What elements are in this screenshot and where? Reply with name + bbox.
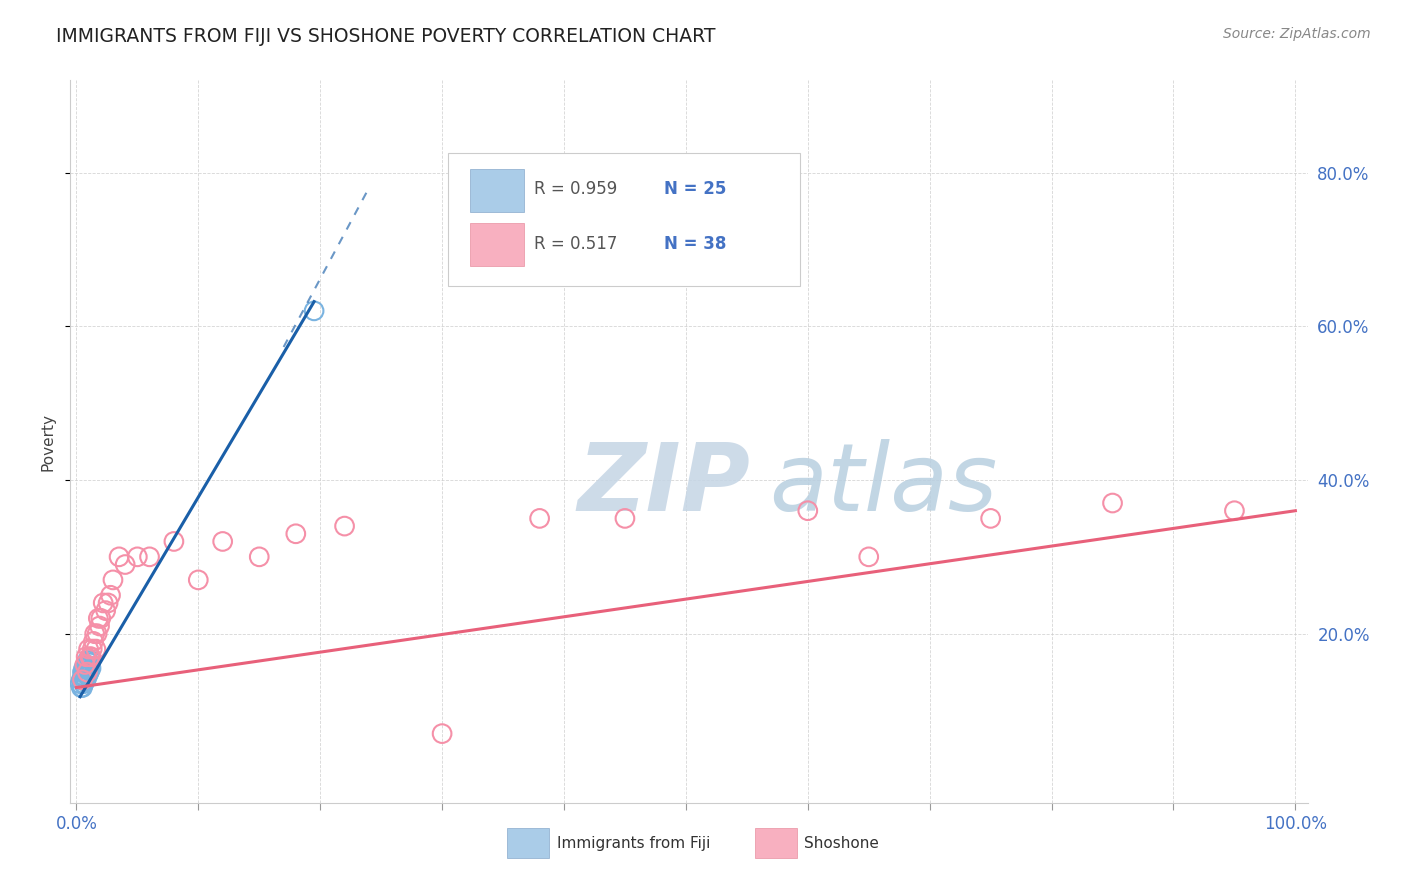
Point [70, 673, 93, 687]
Point [79, 649, 101, 664]
Point [163, 534, 186, 549]
FancyBboxPatch shape [470, 223, 524, 266]
Point [75, 649, 97, 664]
Point [77, 666, 100, 681]
Text: IMMIGRANTS FROM FIJI VS SHOSHONE POVERTY CORRELATION CHART: IMMIGRANTS FROM FIJI VS SHOSHONE POVERTY… [56, 27, 716, 45]
Text: Source: ZipAtlas.com: Source: ZipAtlas.com [1223, 27, 1371, 41]
Point [79, 664, 101, 678]
Point [89, 619, 111, 633]
Point [858, 549, 880, 564]
Point [76, 669, 98, 683]
Point [72, 673, 94, 687]
Point [1223, 504, 1246, 518]
Point [94, 604, 117, 618]
Point [97, 596, 120, 610]
Point [73, 659, 96, 673]
Point [80, 661, 103, 675]
Point [72, 665, 94, 680]
Point [108, 549, 131, 564]
Point [284, 526, 307, 541]
Point [82, 642, 104, 657]
Point [73, 661, 96, 675]
Point [76, 654, 98, 668]
Point [302, 304, 325, 318]
Point [430, 726, 453, 740]
Point [80, 654, 103, 668]
Point [75, 673, 97, 687]
Point [114, 558, 136, 572]
Point [76, 665, 98, 680]
Point [72, 673, 94, 687]
FancyBboxPatch shape [755, 828, 797, 858]
Point [83, 626, 105, 640]
FancyBboxPatch shape [508, 828, 550, 858]
Text: Immigrants from Fiji: Immigrants from Fiji [557, 837, 710, 852]
FancyBboxPatch shape [447, 153, 800, 286]
Point [76, 661, 98, 675]
Point [138, 549, 160, 564]
Point [100, 588, 122, 602]
Point [75, 657, 97, 672]
Point [84, 642, 107, 657]
Point [211, 534, 233, 549]
Point [91, 596, 114, 610]
Text: N = 38: N = 38 [664, 235, 727, 253]
Text: Shoshone: Shoshone [804, 837, 879, 852]
Point [86, 626, 108, 640]
Point [797, 504, 820, 518]
Point [127, 549, 149, 564]
FancyBboxPatch shape [470, 169, 524, 211]
Point [980, 511, 1002, 525]
Point [75, 665, 97, 680]
Point [1101, 496, 1123, 510]
Point [77, 642, 100, 657]
Point [73, 674, 96, 689]
Point [79, 656, 101, 670]
Text: ZIP: ZIP [578, 439, 751, 531]
Point [187, 573, 209, 587]
Point [70, 681, 93, 695]
Y-axis label: Poverty: Poverty [39, 412, 55, 471]
Point [73, 666, 96, 681]
Text: R = 0.959: R = 0.959 [534, 179, 617, 198]
Point [73, 669, 96, 683]
Point [73, 657, 96, 672]
Point [90, 611, 112, 625]
Point [613, 511, 636, 525]
Text: R = 0.517: R = 0.517 [534, 235, 617, 253]
Text: atlas: atlas [769, 440, 998, 531]
Point [529, 511, 551, 525]
Point [82, 634, 104, 648]
Point [333, 519, 356, 533]
Point [101, 573, 124, 587]
Point [73, 676, 96, 690]
Text: N = 25: N = 25 [664, 179, 727, 198]
Point [247, 549, 270, 564]
Point [72, 681, 94, 695]
Point [80, 649, 103, 664]
Point [69, 676, 91, 690]
Point [77, 659, 100, 673]
Point [87, 611, 110, 625]
